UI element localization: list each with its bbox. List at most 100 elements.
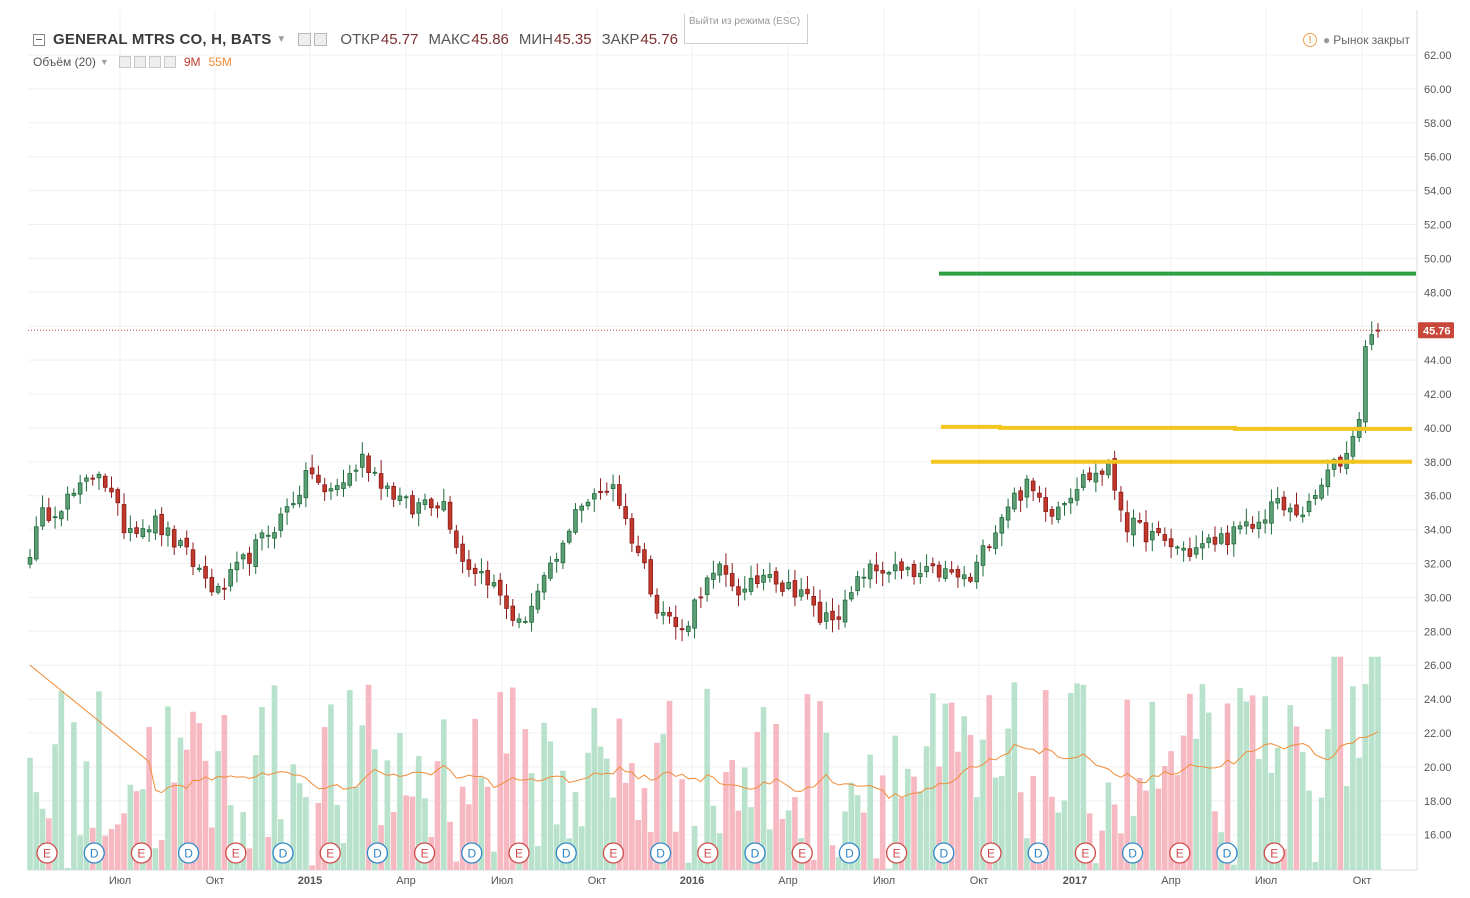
candle <box>516 613 522 629</box>
price-tick-label: 48.00 <box>1424 287 1452 299</box>
candle <box>84 474 89 492</box>
candle-body <box>1231 526 1237 545</box>
time-tick-label: Апр <box>778 875 797 887</box>
candle <box>391 482 396 508</box>
candle <box>1306 493 1312 517</box>
candle <box>435 502 440 518</box>
earnings-marker: E <box>36 842 58 864</box>
candle <box>598 478 603 500</box>
volume-bar <box>961 716 968 870</box>
candle-body <box>535 590 541 610</box>
candle <box>504 583 509 620</box>
candle-body <box>1287 507 1293 513</box>
candle <box>178 538 183 548</box>
candle-body <box>328 488 334 492</box>
price-axis[interactable]: 62.00 60.00 58.00 56.00 54.00 52.00 50.00 48.00… <box>1418 50 1454 842</box>
volume-bar <box>1143 790 1149 870</box>
candle <box>579 503 585 523</box>
exit-fullscreen-hint[interactable]: Выйти из режима (ESC) <box>684 14 808 44</box>
candle-body <box>441 501 447 511</box>
candle-body <box>880 570 885 574</box>
candle <box>1093 463 1099 493</box>
candle <box>629 513 635 553</box>
earnings-marker: E <box>225 842 247 864</box>
volume-bar <box>140 789 146 870</box>
volume-bar <box>704 688 710 870</box>
trend-lines[interactable] <box>28 271 1417 464</box>
chevron-down-icon[interactable]: ▼ <box>276 34 287 45</box>
volume-bar <box>27 757 33 870</box>
open-label: ОТКР <box>340 31 380 48</box>
volume-bar <box>1174 775 1181 870</box>
candle <box>165 521 171 547</box>
candle <box>986 544 992 552</box>
volume-bar <box>810 859 817 870</box>
volume-value: 9M <box>183 55 201 69</box>
candle <box>466 549 472 577</box>
collapse-icon[interactable] <box>33 33 45 46</box>
candle-body <box>184 537 190 548</box>
event-circle <box>1121 842 1144 864</box>
candle-body <box>1294 504 1299 516</box>
event-label: D <box>467 847 476 861</box>
volume-label[interactable]: Объём (20) <box>33 55 96 69</box>
volume-bar <box>760 707 767 870</box>
volume-bar <box>578 826 585 870</box>
candle-body <box>1369 334 1375 345</box>
event-label: D <box>279 847 288 861</box>
settings-icon[interactable] <box>133 56 146 68</box>
time-axis[interactable]: Июл Окт 2015 Апр Июл Окт 2016 Апр Июл Окт 2017 Апр И… <box>109 875 1371 887</box>
add-icon[interactable] <box>148 56 161 68</box>
settings-icon[interactable] <box>298 33 312 46</box>
candle-body <box>836 616 842 620</box>
candle-body <box>899 561 904 571</box>
candle <box>1313 489 1318 506</box>
time-tick-label: Окт <box>588 875 607 887</box>
candle <box>341 469 346 497</box>
close-icon[interactable] <box>163 56 176 68</box>
candle-body <box>704 577 710 595</box>
volume-bar <box>340 842 347 870</box>
volume-bar <box>879 775 886 870</box>
candle <box>115 487 121 516</box>
candle-body <box>215 585 221 593</box>
volume-bar <box>71 722 77 870</box>
eye-icon[interactable] <box>118 56 131 68</box>
price-tick-label: 38.00 <box>1424 457 1452 469</box>
volume-bar <box>1268 772 1275 870</box>
candle <box>247 546 252 576</box>
candle-body <box>1074 489 1080 501</box>
candle <box>234 551 240 583</box>
candle <box>1118 486 1124 523</box>
candle-body <box>1030 480 1036 492</box>
volume-bar <box>597 746 604 870</box>
candle-body <box>1244 521 1249 527</box>
symbol-title[interactable]: GENERAL MTRS CO, Н, BATS <box>53 31 272 48</box>
candle-body <box>385 485 390 489</box>
candle-body <box>485 570 490 586</box>
chevron-down-icon[interactable]: ▼ <box>99 57 109 67</box>
hide-icon[interactable] <box>314 33 328 46</box>
volume-bar <box>1149 701 1156 870</box>
candle-body <box>560 542 566 564</box>
candle <box>1237 521 1243 535</box>
event-circle <box>130 842 153 864</box>
volume-bar <box>215 751 221 870</box>
candle-body <box>1225 532 1230 546</box>
volume-bar <box>873 858 880 870</box>
candle <box>366 452 371 482</box>
volume-bar <box>1343 786 1350 870</box>
candle-body <box>748 577 754 592</box>
event-circle <box>1169 842 1191 864</box>
candle-body <box>360 453 365 468</box>
candle-body <box>59 511 64 520</box>
volume-bar <box>1293 726 1300 870</box>
event-circle <box>461 842 483 864</box>
volume-bar <box>641 788 648 870</box>
candle-body <box>723 565 729 575</box>
candle <box>1175 545 1180 555</box>
candle <box>617 475 622 510</box>
event-label: E <box>704 847 712 861</box>
